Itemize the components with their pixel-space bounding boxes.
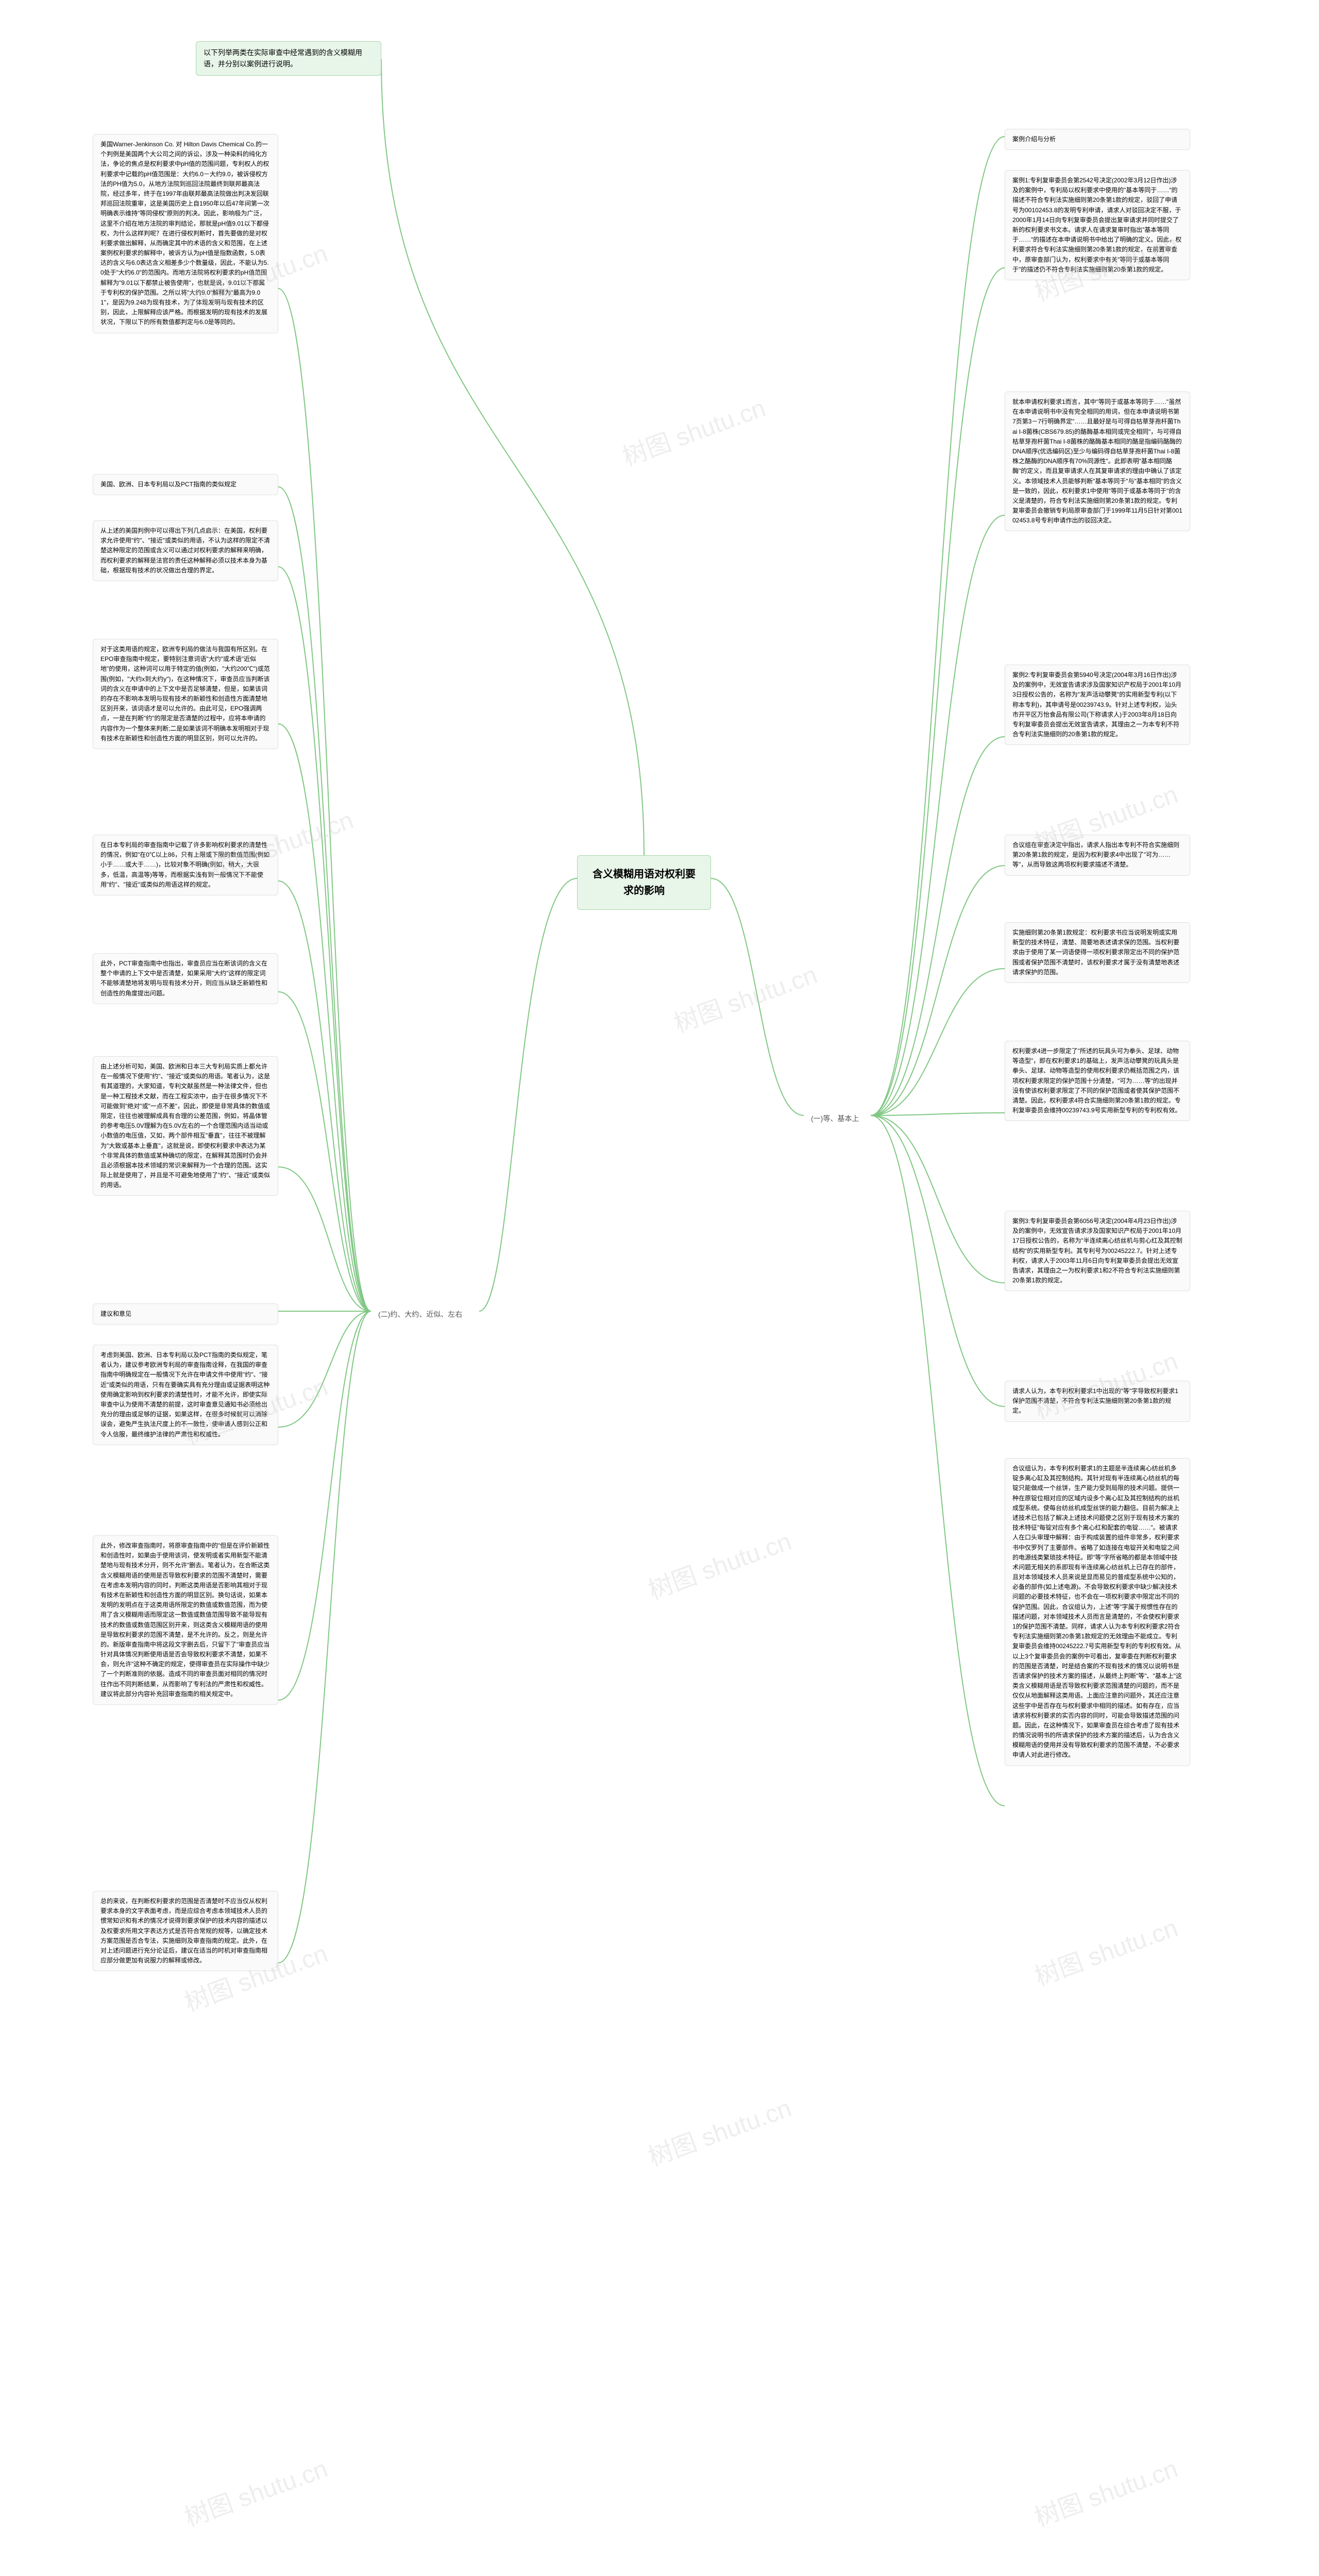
watermark: 树图 shutu.cn — [642, 2088, 796, 2173]
left-node-5: 在日本专利局的审查指南中记载了许多影响权利要求的清楚性的情况，例如"在0℃以上8… — [93, 835, 278, 895]
left-node-8: 建议和意见 — [93, 1303, 278, 1325]
left-branch-label: (二)约、大约、近似、左右 — [371, 1303, 479, 1325]
right-node-4: 案例2:专利复审委员会第5940号决定(2004年3月16日作出)涉及的案例中，… — [1005, 665, 1190, 745]
right-node-6: 实施细则第20条第1款规定：权利要求书应当说明发明或实用新型的技术特征，清楚、简… — [1005, 922, 1190, 983]
right-node-1: 案例介绍与分析 — [1005, 129, 1190, 150]
intro-node: 以下列举两类在实际审查中经常遇到的含义模糊用语，并分别以案例进行说明。 — [196, 41, 381, 76]
left-node-6: 此外，PCT审查指南中也指出，审查员应当在断该词的含义在整个申请的上下文中是否清… — [93, 953, 278, 1004]
watermark: 树图 shutu.cn — [642, 1521, 796, 1606]
right-node-7: 权利要求4进一步限定了"所述的玩具头可为拳头、足球、动物等造型"，即在权利要求1… — [1005, 1041, 1190, 1121]
left-node-10: 此外，修改审查指南时，将原审查指南中的"但是在评价新颖性和创造性时，如果由于使用… — [93, 1535, 278, 1705]
left-node-4: 对于这类用语的规定，欧洲专利局的做法与我国有所区别。在EPO审查指南中规定，要特… — [93, 639, 278, 749]
left-node-7: 由上述分析可知，美国、欧洲和日本三大专利局实质上都允许在一般情况下使用"约"、"… — [93, 1056, 278, 1196]
right-node-3: 就本申请权利要求1而言，其中"等同于或基本等同于……"虽然在本申请说明书中没有完… — [1005, 392, 1190, 531]
watermark: 树图 shutu.cn — [179, 2448, 332, 2533]
left-node-1: 美国Warner-Jenkinson Co. 对 Hilton Davis Ch… — [93, 134, 278, 333]
right-node-8: 案例3:专利复审委员会第6056号决定(2004年4月23日作出)涉及的案例中，… — [1005, 1211, 1190, 1291]
right-node-2: 案例1:专利复审委员会第2542号决定(2002年3月12日作出)涉及的案例中，… — [1005, 170, 1190, 280]
watermark: 树图 shutu.cn — [1029, 2448, 1182, 2533]
center-node: 含义模糊用语对权利要求的影响 — [577, 855, 711, 910]
left-node-3: 从上述的美国判例中可以得出下列几点启示：在美国，权利要求允许使用"约"、"接近"… — [93, 520, 278, 581]
right-node-5: 合议组在审查决定中指出，请求人指出本专利不符合实施细则第20条第1款的规定，是因… — [1005, 835, 1190, 876]
watermark: 树图 shutu.cn — [668, 954, 821, 1039]
left-node-9: 考虑到美国、欧洲、日本专利局以及PCT指南的类似规定，笔者认为，建议参考欧洲专利… — [93, 1345, 278, 1445]
right-node-10: 合议组认为，本专利权利要求1的主题是半连续离心纺丝机多锭多离心缸及其控制结构。其… — [1005, 1458, 1190, 1766]
right-branch-label: (一)等、基本上 — [804, 1108, 871, 1129]
left-node-2: 美国、欧洲、日本专利局以及PCT指南的类似规定 — [93, 474, 278, 495]
left-node-11: 总的来说，在判断权利要求的范围是否清楚时不应当仅从权利要求本身的文字表面考虑，而… — [93, 1891, 278, 1971]
right-node-9: 请求人认为，本专利权利要求1中出现的"等"字导致权利要求1保护范围不清楚，不符合… — [1005, 1381, 1190, 1422]
watermark: 树图 shutu.cn — [617, 387, 770, 472]
watermark: 树图 shutu.cn — [1029, 1907, 1182, 1992]
